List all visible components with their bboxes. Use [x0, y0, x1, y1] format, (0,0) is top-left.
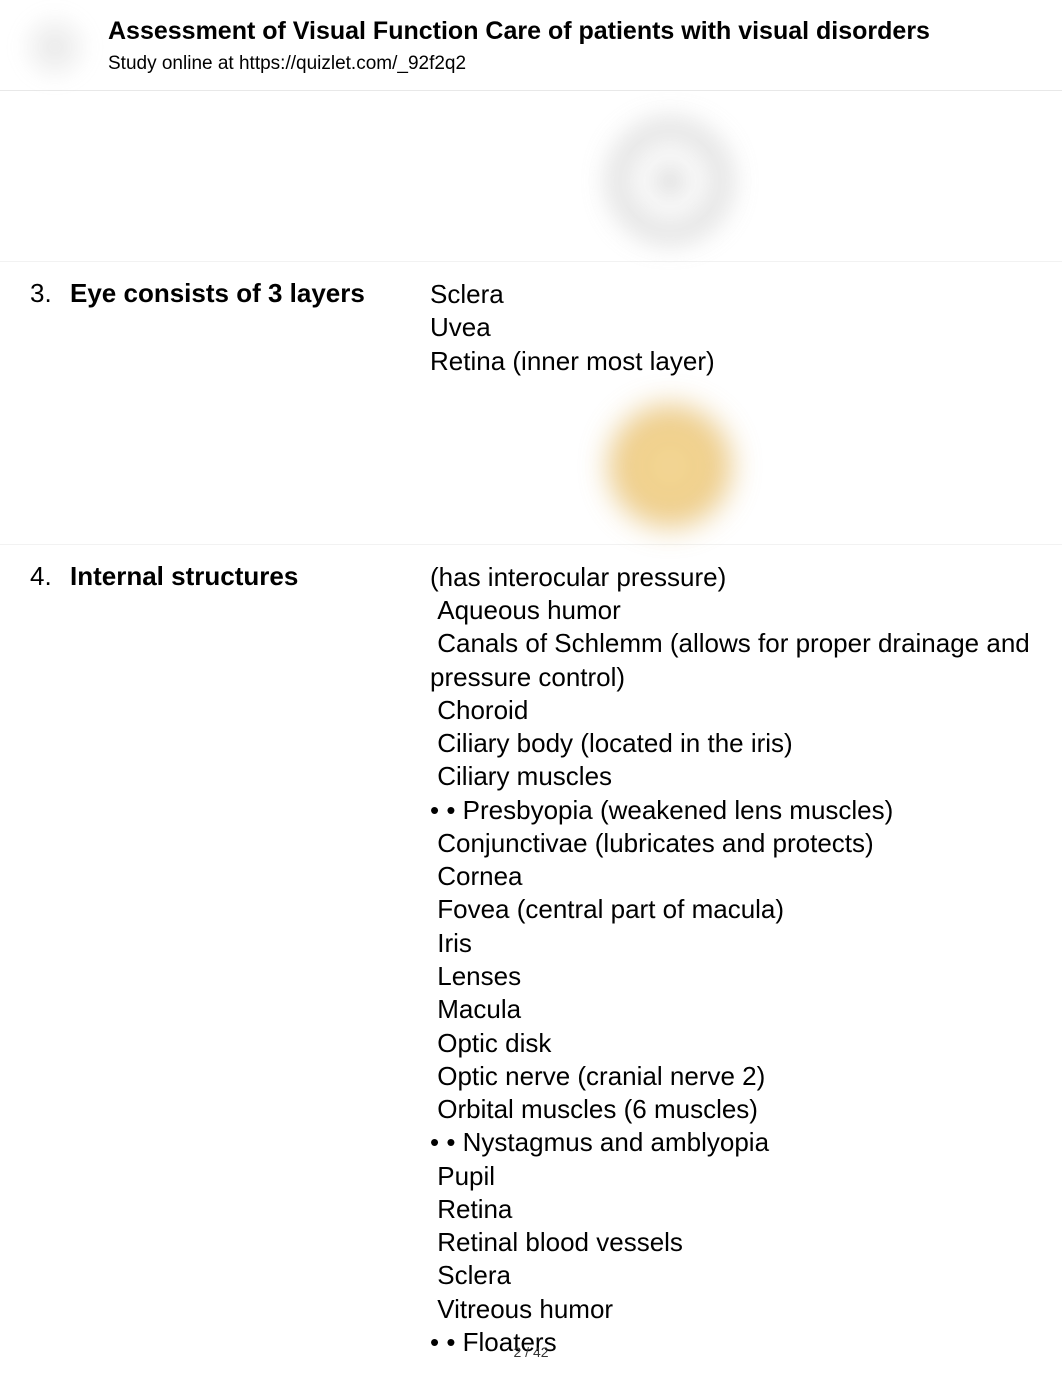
card-term: Internal structures — [70, 561, 430, 592]
card-definition: Sclera Uvea Retina (inner most layer) — [430, 278, 1032, 378]
card-term: Eye consists of 3 layers — [70, 278, 430, 309]
page-footer: 2 / 42 — [0, 1344, 1062, 1360]
card-number: 3. — [30, 278, 70, 309]
eye-diagram-outline — [560, 111, 780, 251]
brand-logo — [20, 12, 90, 82]
definition-text: (has interocular pressure) Aqueous humor… — [430, 561, 1032, 1359]
header-text: Assessment of Visual Function Care of pa… — [108, 12, 1042, 75]
page-title: Assessment of Visual Function Care of pa… — [108, 16, 1042, 47]
card-number: 4. — [30, 561, 70, 592]
definition-text: Sclera Uvea Retina (inner most layer) — [430, 278, 1032, 378]
page-number: 2 / 42 — [513, 1344, 548, 1360]
study-url: Study online at https://quizlet.com/_92f… — [108, 53, 1042, 75]
card-definition: (has interocular pressure) Aqueous humor… — [430, 561, 1032, 1359]
page-header: Assessment of Visual Function Care of pa… — [0, 0, 1062, 91]
card-row: 4. Internal structures (has interocular … — [0, 544, 1062, 1367]
card-row: 3. Eye consists of 3 layers Sclera Uvea … — [0, 261, 1062, 386]
eye-diagram-color — [560, 396, 780, 536]
